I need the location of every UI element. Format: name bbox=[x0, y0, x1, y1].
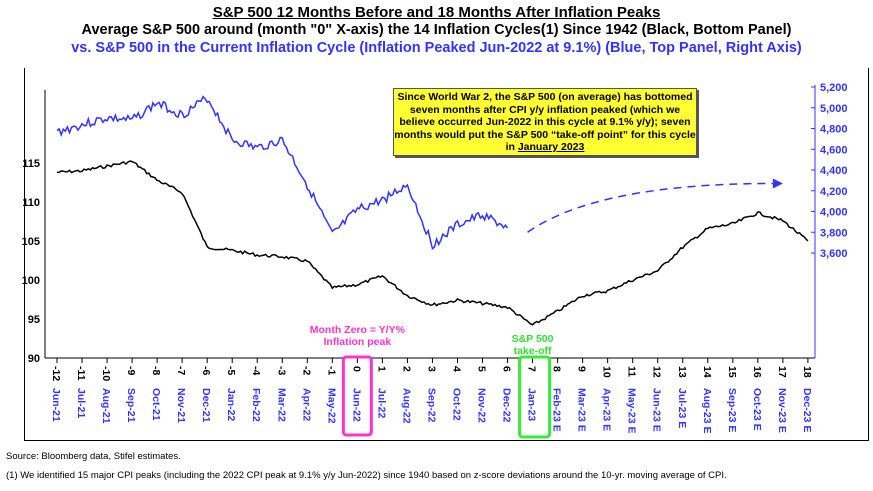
x-tick-month: 5 bbox=[476, 366, 488, 372]
x-tick-date: Oct-22 bbox=[450, 388, 462, 421]
x-tick-month: 2 bbox=[400, 366, 412, 372]
takeoff-label-2: take-off bbox=[514, 345, 552, 357]
right-tick-label: 5,200 bbox=[820, 82, 848, 94]
x-tick-month: 3 bbox=[425, 366, 437, 372]
source-note: Source: Bloomberg data, Stifel estimates… bbox=[6, 451, 181, 462]
x-tick-month: 14 bbox=[701, 366, 713, 378]
takeoff-highlight bbox=[518, 355, 552, 439]
x-tick-month: 12 bbox=[651, 366, 663, 378]
x-tick-date: Jun-21 bbox=[50, 388, 62, 422]
x-tick-month: -1 bbox=[325, 366, 337, 375]
annotation-date: January 2023 bbox=[517, 141, 585, 153]
x-tick-date: Sep-21 bbox=[125, 388, 137, 423]
x-tick-month: 18 bbox=[801, 366, 813, 378]
x-tick-date: Apr-22 bbox=[300, 388, 312, 421]
x-tick-month: 15 bbox=[726, 366, 738, 378]
x-tick-date: Jul-22 bbox=[375, 388, 387, 419]
left-tick-label: 105 bbox=[22, 236, 40, 248]
x-tick-date: Jul-21 bbox=[75, 388, 87, 419]
x-tick-month: 9 bbox=[576, 366, 588, 372]
x-tick-month: -10 bbox=[100, 366, 112, 381]
right-tick-label: 4,000 bbox=[820, 207, 848, 219]
x-tick-date: Aug-23 E bbox=[701, 388, 713, 434]
x-tick-date: Nov-21 bbox=[175, 388, 187, 423]
month-zero-highlight bbox=[341, 355, 373, 437]
footnote: (1) We identified 15 major CPI peaks (in… bbox=[6, 470, 727, 481]
x-tick-date: May-23 E bbox=[626, 388, 638, 434]
x-tick-month: -3 bbox=[275, 366, 287, 375]
right-tick-label: 4,200 bbox=[820, 186, 848, 198]
x-tick-month: -2 bbox=[300, 366, 312, 375]
x-tick-date: Jun-23 E bbox=[651, 388, 663, 432]
x-tick-date: Mar-22 bbox=[275, 388, 287, 422]
x-tick-month: -12 bbox=[50, 366, 62, 381]
x-tick-date: Oct-23 E bbox=[751, 388, 763, 431]
x-tick-date: Jan-22 bbox=[225, 388, 237, 421]
x-tick-month: 17 bbox=[776, 366, 788, 378]
left-tick-label: 100 bbox=[22, 275, 40, 287]
x-tick-date: Aug-21 bbox=[100, 388, 112, 424]
x-tick-date: Nov-23 E bbox=[776, 388, 788, 433]
x-tick-month: 11 bbox=[626, 366, 638, 377]
x-tick-date: Feb-23 E bbox=[551, 388, 563, 432]
x-tick-month: -11 bbox=[75, 366, 87, 381]
x-tick-date: Jan-23 bbox=[526, 388, 538, 421]
chart-title: S&P 500 12 Months Before and 18 Months A… bbox=[212, 4, 661, 21]
x-tick-date: Dec-22 bbox=[501, 388, 513, 423]
x-tick-month: 1 bbox=[375, 366, 387, 372]
x-tick-date: May-22 bbox=[325, 388, 337, 424]
x-tick-month: -4 bbox=[250, 366, 262, 375]
x-tick-date: Feb-22 bbox=[250, 388, 262, 422]
blue-series-line bbox=[56, 95, 509, 251]
x-tick-date: Dec-21 bbox=[200, 388, 212, 423]
x-tick-date: Sep-23 E bbox=[726, 388, 738, 432]
x-tick-month: -7 bbox=[175, 366, 187, 375]
right-tick-label: 4,400 bbox=[820, 165, 848, 177]
x-tick-date: Jul-23 E bbox=[676, 388, 688, 428]
projection-arrow bbox=[527, 182, 773, 233]
left-tick-label: 115 bbox=[22, 158, 40, 170]
x-tick-date: Apr-23 E bbox=[601, 388, 613, 431]
month-zero-label-2: Inflation peak bbox=[324, 336, 392, 348]
x-tick-date: Sep-22 bbox=[425, 388, 437, 423]
left-tick-label: 90 bbox=[28, 353, 40, 365]
x-tick-date: Nov-22 bbox=[476, 388, 488, 423]
right-tick-label: 4,600 bbox=[820, 144, 848, 156]
right-tick-label: 3,800 bbox=[820, 227, 848, 239]
left-tick-label: 95 bbox=[28, 314, 40, 326]
x-tick-month: -5 bbox=[225, 366, 237, 375]
x-tick-month: 13 bbox=[676, 366, 688, 378]
black-series-line bbox=[56, 160, 809, 326]
takeoff-label-1: S&P 500 bbox=[512, 333, 554, 345]
left-tick-label: 110 bbox=[22, 197, 40, 209]
subtitle-blue: vs. S&P 500 in the Current Inflation Cyc… bbox=[71, 40, 802, 56]
x-tick-month: 7 bbox=[526, 366, 538, 372]
annotation-box: Since World War 2, the S&P 500 (on avera… bbox=[393, 88, 697, 156]
projection-arrowhead bbox=[772, 178, 783, 189]
x-tick-date: Jun-22 bbox=[350, 388, 362, 422]
x-tick-month: 4 bbox=[450, 366, 462, 372]
x-tick-date: Oct-21 bbox=[150, 388, 162, 421]
x-tick-month: -6 bbox=[200, 366, 212, 375]
x-tick-month: -9 bbox=[125, 366, 137, 375]
x-tick-month: -8 bbox=[150, 366, 162, 375]
annotation-text: Since World War 2, the S&P 500 (on avera… bbox=[394, 91, 696, 153]
right-tick-label: 3,600 bbox=[820, 248, 848, 260]
x-tick-month: 10 bbox=[601, 366, 613, 378]
x-tick-month: 16 bbox=[751, 366, 763, 378]
subtitle-black: Average S&P 500 around (month "0" X-axis… bbox=[81, 22, 792, 38]
x-tick-month: 6 bbox=[501, 366, 513, 372]
x-tick-month: 8 bbox=[551, 366, 563, 372]
x-tick-date: Dec-23 E bbox=[801, 388, 813, 432]
right-tick-label: 4,800 bbox=[820, 124, 848, 136]
x-tick-date: Mar-23 E bbox=[576, 388, 588, 432]
month-zero-label-1: Month Zero = Y/Y% bbox=[310, 324, 406, 336]
x-tick-month: 0 bbox=[350, 366, 362, 372]
x-tick-date: Aug-22 bbox=[400, 388, 412, 424]
right-tick-label: 5,000 bbox=[820, 103, 848, 115]
